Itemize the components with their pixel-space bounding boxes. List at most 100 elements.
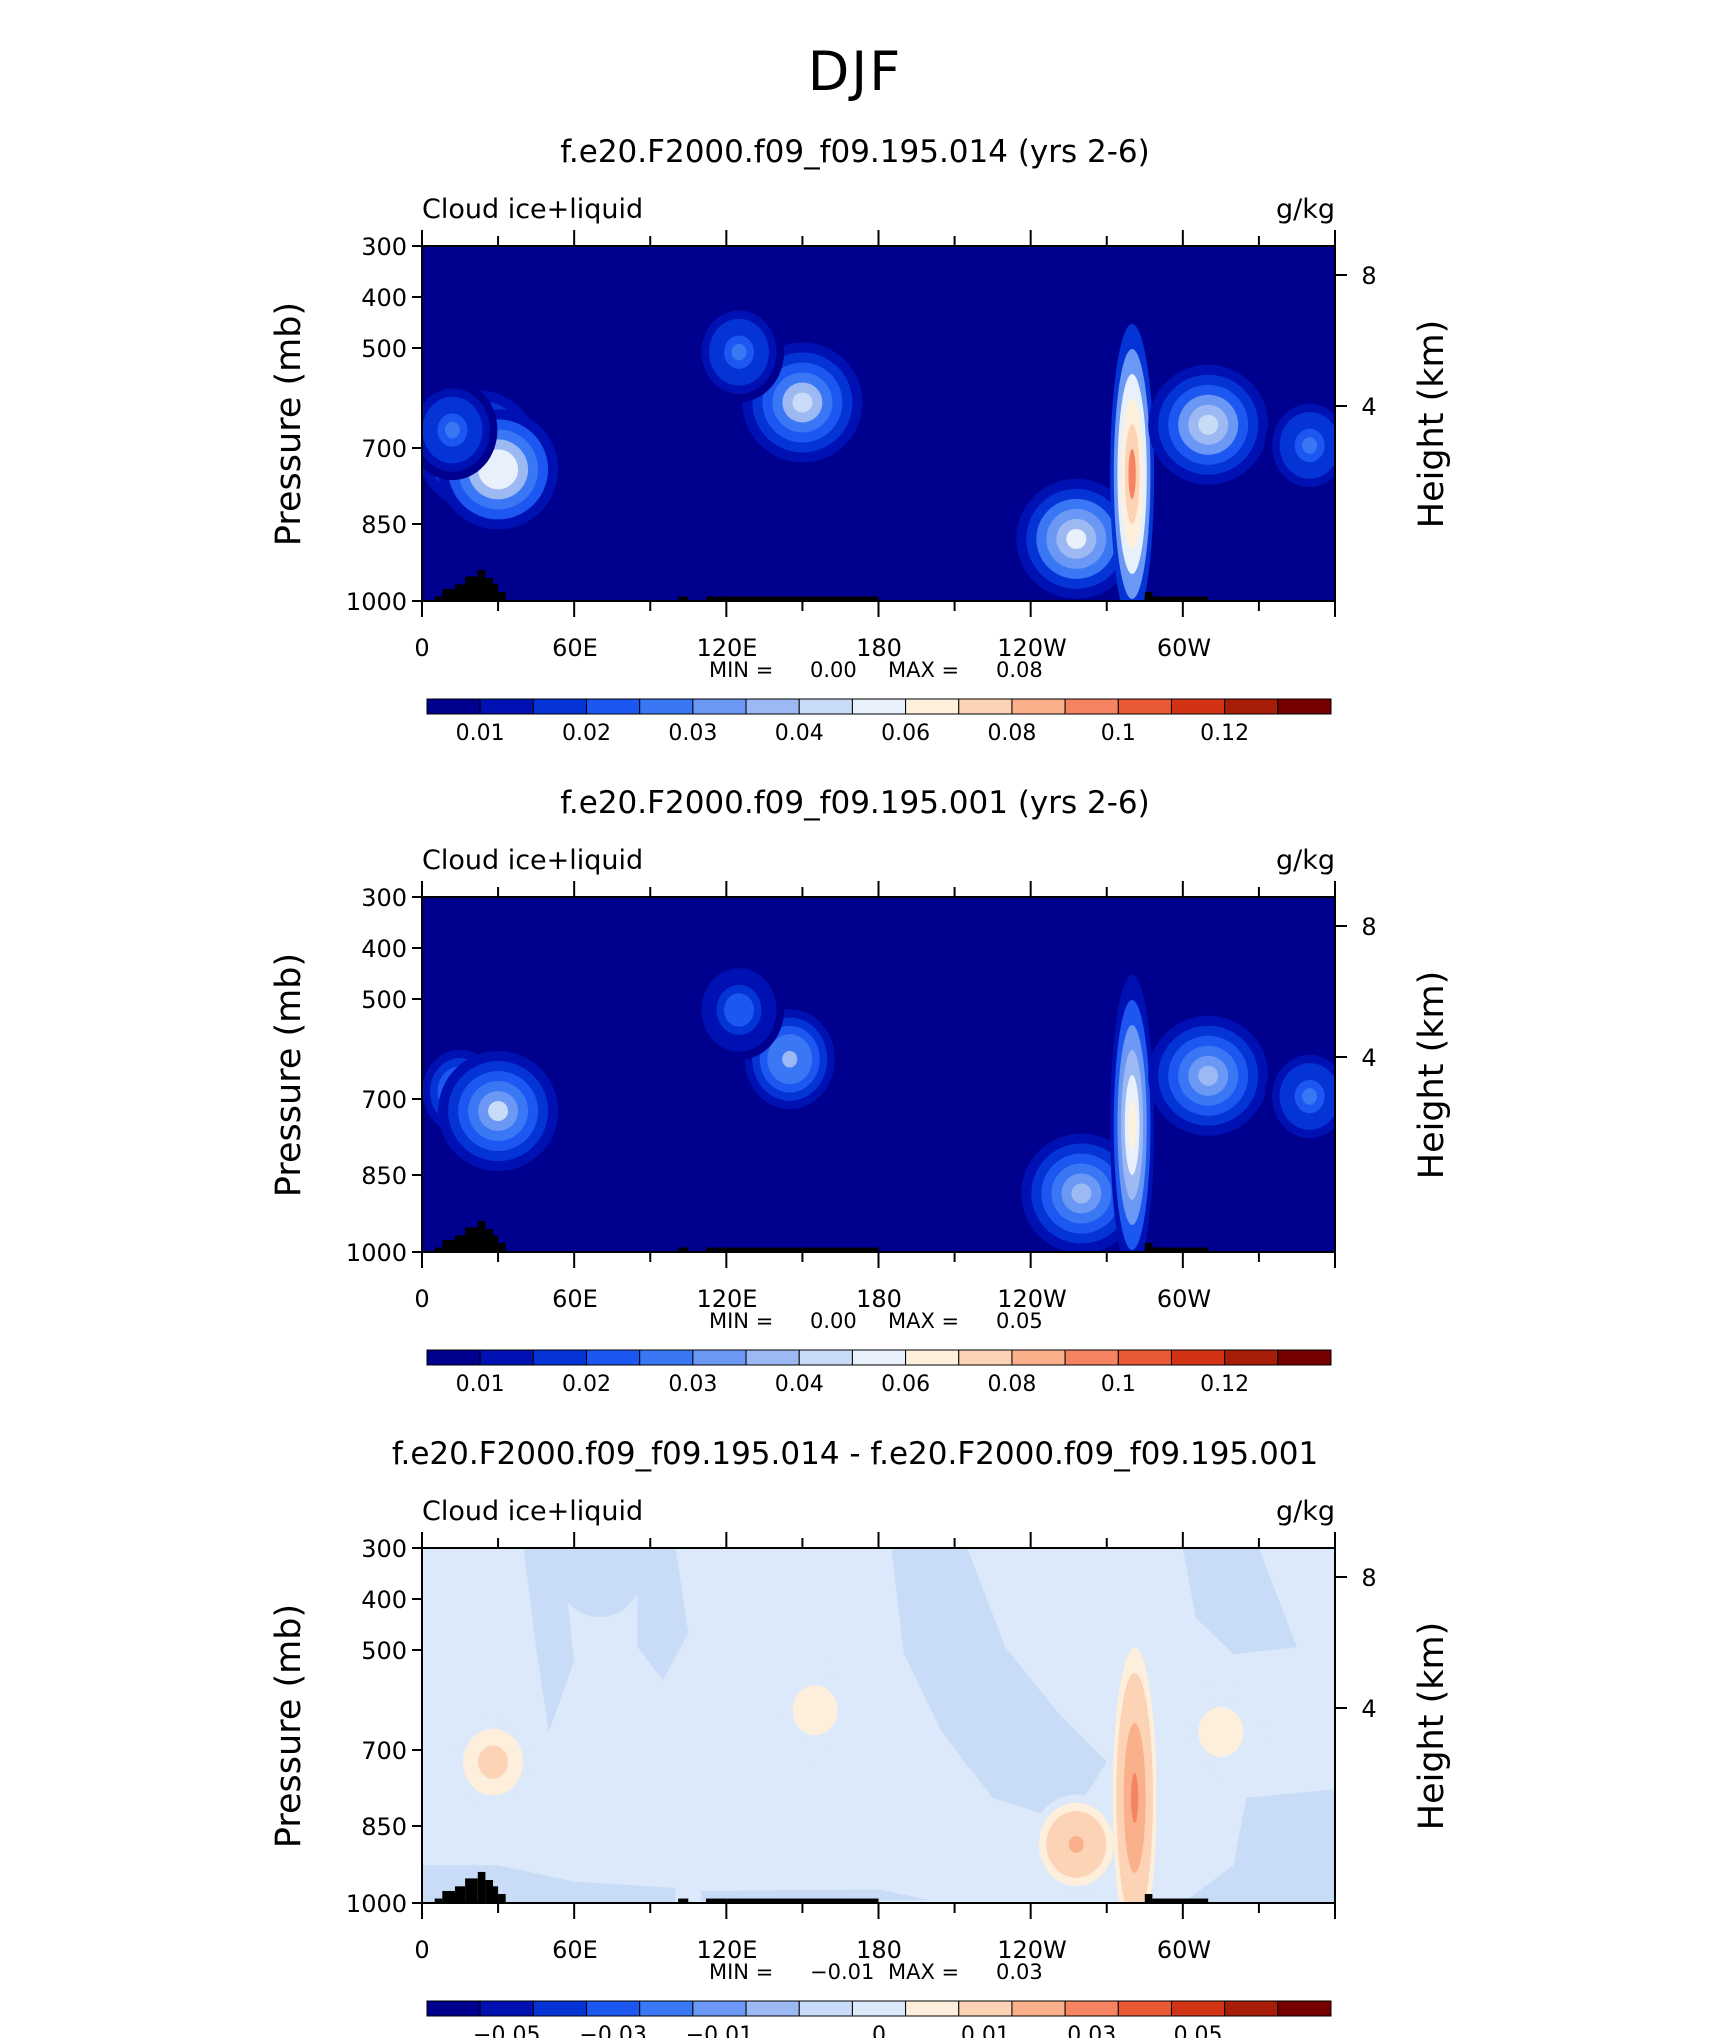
colorbar-box (1277, 698, 1332, 715)
x-tick-label: 180 (856, 1285, 902, 1313)
topography-block (706, 596, 727, 601)
y-tick-label: 500 (361, 1637, 407, 1665)
y-tick-label: 1000 (346, 1239, 407, 1267)
variable-label: Cloud ice+liquid (422, 845, 643, 876)
data-contour-5 (731, 343, 747, 361)
colorbar-label: 0.04 (775, 1372, 824, 1397)
colorbar-box (639, 2000, 694, 2017)
colorbar-box (1011, 698, 1066, 715)
y-tick-label: 1000 (346, 1890, 407, 1918)
colorbar-box (1064, 1349, 1119, 1366)
colorbar-box (692, 1349, 747, 1366)
topography-block (442, 1239, 455, 1252)
colorbar-box (426, 1349, 481, 1366)
y-tick-label: 300 (361, 233, 407, 261)
colorbar-box (586, 698, 641, 715)
colorbar-label: 0.05 (1174, 2023, 1223, 2038)
y-tick-label: 400 (361, 1586, 407, 1614)
colorbar-box (745, 698, 800, 715)
x-tick-label: 60W (1157, 634, 1211, 662)
max-label: MAX = (888, 1309, 959, 1333)
colorbar-label: 0.03 (668, 721, 717, 746)
data-contour-8 (1314, 1863, 1330, 1881)
topography-block (465, 1878, 478, 1903)
colorbar-box (426, 2000, 481, 2017)
y-tick-label: 850 (361, 1813, 407, 1841)
plot-area (422, 1548, 1335, 1903)
negative-anomaly-area (523, 1548, 575, 1733)
data-contour-1 (485, 1753, 501, 1771)
plot-area (422, 246, 1335, 601)
colorbar-box (479, 698, 534, 715)
colorbar-box (851, 698, 907, 715)
y-tick-label: 300 (361, 884, 407, 912)
topography-block (678, 1247, 689, 1252)
x-tick-label: 60W (1157, 1285, 1211, 1313)
y2-tick-label: 8 (1361, 1564, 1376, 1592)
colorbar-label: 0.1 (1101, 1372, 1136, 1397)
x-tick-label: 120E (697, 1936, 758, 1964)
topography-block (726, 1247, 879, 1252)
topography-block (1152, 596, 1209, 601)
colorbar-box (798, 698, 853, 715)
data-contour-5 (1071, 1183, 1092, 1204)
panel-title: f.e20.F2000.f09_f09.195.001 (yrs 2-6) (560, 785, 1150, 821)
x-tick-label: 60W (1157, 1936, 1211, 1964)
colorbar-box (1117, 1349, 1172, 1366)
panel-title: f.e20.F2000.f09_f09.195.014 - f.e20.F200… (392, 1436, 1318, 1472)
y-tick-label: 700 (361, 435, 407, 463)
colorbar-label: 0.01 (961, 2023, 1010, 2038)
max-label: MAX = (888, 658, 959, 682)
topography-block (485, 1880, 494, 1903)
data-contour-2 (807, 1701, 823, 1719)
y-tick-label: 850 (361, 511, 407, 539)
colorbar-label: −0.01 (686, 2023, 753, 2038)
colorbar-box (745, 2000, 800, 2017)
colorbar-label: 0.08 (987, 1372, 1036, 1397)
topography-block (442, 1890, 455, 1903)
data-contour-8 (1198, 414, 1219, 435)
x-tick-label: 0 (414, 634, 429, 662)
colorbar-label: 0.03 (1067, 2023, 1116, 2038)
x-tick-label: 120W (997, 1936, 1067, 1964)
max-value: 0.05 (996, 1309, 1043, 1333)
data-contour-7 (992, 1723, 1008, 1741)
topography-block (442, 588, 455, 601)
chart-panel-3: f.e20.F2000.f09_f09.195.014 - f.e20.F200… (269, 1436, 1452, 2038)
topography-block (1144, 1243, 1153, 1252)
topography-block (434, 1247, 443, 1252)
colorbar-box (798, 1349, 853, 1366)
colorbar-box (479, 2000, 534, 2017)
x-tick-label: 180 (856, 634, 902, 662)
colorbar-label: 0.01 (456, 721, 505, 746)
colorbar-box (1064, 698, 1119, 715)
min-label: MIN = (709, 658, 773, 682)
y2-tick-label: 8 (1361, 913, 1376, 941)
y-tick-label: 700 (361, 1737, 407, 1765)
colorbar-label: 0.06 (881, 721, 930, 746)
x-tick-label: 0 (414, 1936, 429, 1964)
colorbar-box (958, 2000, 1013, 2017)
topography-block (1144, 1894, 1153, 1903)
colorbar-box (1170, 1349, 1226, 1366)
colorbar-label: 0.01 (456, 1372, 505, 1397)
colorbar-label: 0.04 (775, 721, 824, 746)
topography-block (678, 596, 689, 601)
units-label: g/kg (1276, 845, 1335, 876)
x-tick-label: 60E (552, 634, 598, 662)
data-contour-4 (1130, 1772, 1139, 1823)
topography-block (1152, 1898, 1209, 1903)
max-value: 0.03 (996, 1960, 1043, 1984)
y-axis-label: Pressure (mb) (269, 1604, 309, 1848)
min-value: 0.00 (810, 1309, 857, 1333)
topography-block (498, 1243, 506, 1252)
min-label: MIN = (709, 1960, 773, 1984)
data-contour-9 (1302, 437, 1318, 454)
topography-block (726, 1898, 879, 1903)
x-tick-label: 0 (414, 1285, 429, 1313)
negative-anomaly-area (1182, 1548, 1297, 1655)
topography-block (493, 584, 499, 601)
data-contour-4 (792, 392, 813, 413)
x-tick-label: 60E (552, 1285, 598, 1313)
plot-area (422, 897, 1335, 1252)
